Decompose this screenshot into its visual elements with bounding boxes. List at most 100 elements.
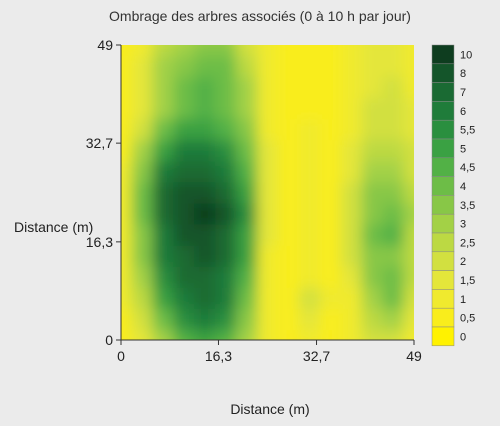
heatmap-cell — [131, 266, 153, 288]
heatmap-cell — [215, 160, 237, 183]
heatmap-cell — [277, 329, 300, 340]
heatmap-cell — [277, 45, 300, 57]
legend-swatch — [431, 157, 455, 177]
heatmap-cell — [194, 245, 216, 267]
heatmap-cell — [194, 224, 216, 246]
heatmap-cell — [277, 308, 300, 330]
heatmap-cell — [340, 287, 363, 309]
legend-swatch — [431, 251, 455, 271]
heatmap-cell — [403, 203, 414, 225]
heatmap-cell — [277, 181, 300, 204]
heatmap-cell — [194, 329, 216, 340]
heatmap-cell — [257, 329, 279, 340]
heatmap-cell — [277, 245, 300, 267]
heatmap-cell — [173, 329, 195, 340]
x-tick-label: 16,3 — [205, 348, 232, 364]
heatmap-cell — [340, 329, 363, 340]
heatmap-cell — [215, 329, 237, 340]
heatmap-cell — [152, 97, 174, 120]
heatmap-cell — [382, 203, 405, 225]
heatmap-cells — [121, 45, 414, 340]
heatmap-cell — [403, 181, 414, 204]
heatmap-cell — [215, 203, 237, 225]
heatmap-cell — [194, 55, 216, 78]
heatmap-cell — [131, 118, 153, 141]
heatmap-cell — [121, 55, 132, 78]
heatmap-cell — [236, 45, 258, 57]
heatmap-cell — [257, 97, 279, 120]
y-tick-label: 32,7 — [86, 135, 113, 151]
heatmap-cell — [319, 224, 342, 246]
heatmap-cell — [131, 181, 153, 204]
legend-label: 5 — [460, 143, 466, 155]
heatmap-cell — [298, 45, 321, 57]
heatmap-cell — [403, 160, 414, 183]
heatmap-cell — [298, 139, 321, 162]
heatmap-cell — [403, 287, 414, 309]
heatmap-cell — [236, 97, 258, 120]
heatmap-cell — [131, 203, 153, 225]
heatmap-cell — [131, 45, 153, 57]
legend-swatch — [431, 232, 455, 253]
heatmap-cell — [194, 203, 216, 225]
heatmap-cell — [319, 55, 342, 78]
heatmap-cell — [173, 266, 195, 288]
heatmap-cell — [340, 55, 363, 78]
heatmap-cell — [131, 329, 153, 340]
heatmap-cell — [236, 181, 258, 204]
heatmap-cell — [319, 245, 342, 267]
x-tick-label: 32,7 — [303, 348, 330, 364]
heatmap-cell — [215, 181, 237, 204]
legend-swatch — [431, 195, 455, 215]
x-tick-label: 49 — [406, 348, 422, 364]
heatmap-cell — [152, 160, 174, 183]
heatmap-cell — [382, 308, 405, 330]
heatmap-cell — [121, 181, 132, 204]
heatmap-cell — [340, 224, 363, 246]
heatmap-cell — [319, 139, 342, 162]
heatmap-cell — [277, 139, 300, 162]
heatmap-cell — [236, 329, 258, 340]
legend-label: 3,5 — [460, 200, 475, 212]
heatmap-cell — [340, 45, 363, 57]
heatmap-cell — [298, 329, 321, 340]
legend-label: 1 — [460, 294, 466, 306]
heatmap-cell — [152, 181, 174, 204]
heatmap-cell — [121, 329, 132, 340]
legend-swatch — [431, 101, 455, 121]
heatmap-cell — [173, 76, 195, 99]
heatmap-cell — [298, 287, 321, 309]
heatmap-cell — [403, 139, 414, 162]
legend-swatch — [431, 213, 455, 234]
heatmap-cell — [298, 308, 321, 330]
legend-label: 0,5 — [460, 313, 475, 325]
heatmap-cell — [298, 224, 321, 246]
heatmap-cell — [257, 160, 279, 183]
heatmap-cell — [131, 287, 153, 309]
heatmap-cell — [173, 55, 195, 78]
heatmap-cell — [257, 245, 279, 267]
heatmap-cell — [340, 76, 363, 99]
heatmap-cell — [403, 329, 414, 340]
legend-swatch — [431, 82, 455, 102]
heatmap-cell — [277, 224, 300, 246]
heatmap-cell — [131, 97, 153, 120]
heatmap-cell — [215, 266, 237, 288]
heatmap-cell — [382, 118, 405, 141]
heatmap-cell — [236, 224, 258, 246]
heatmap-cell — [194, 76, 216, 99]
heatmap-cell — [215, 118, 237, 141]
heatmap-cell — [298, 76, 321, 99]
heatmap-cell — [382, 45, 405, 57]
heatmap-cell — [257, 45, 279, 57]
heatmap-cell — [403, 118, 414, 141]
heatmap-cell — [361, 224, 384, 246]
heatmap-cell — [173, 160, 195, 183]
heatmap-cell — [361, 203, 384, 225]
heatmap-cell — [361, 245, 384, 267]
heatmap-cell — [121, 308, 132, 330]
legend-swatch — [431, 44, 455, 65]
heatmap-cell — [361, 308, 384, 330]
